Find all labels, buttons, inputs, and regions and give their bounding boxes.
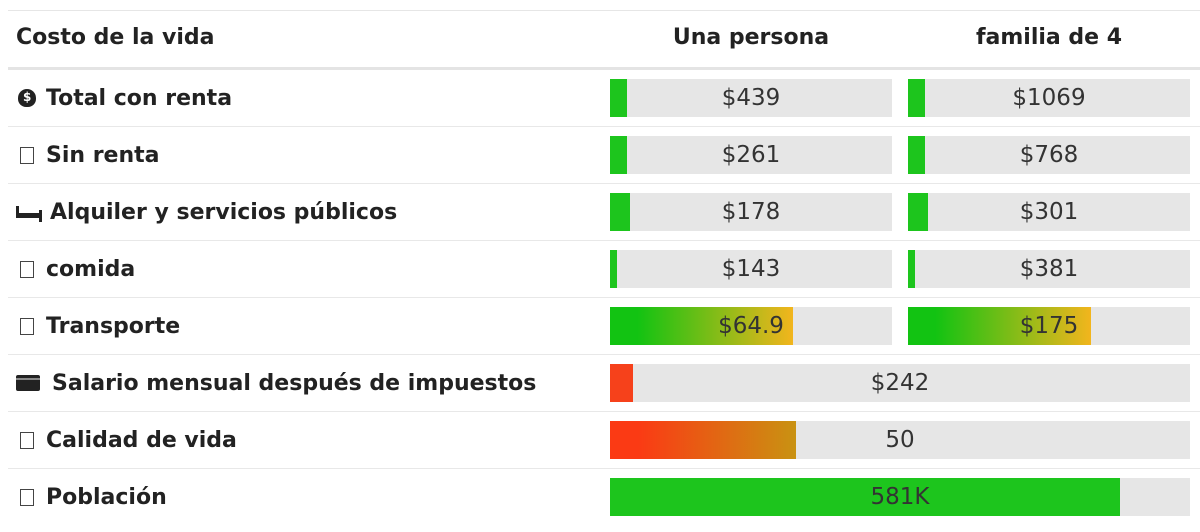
single-person-bar: $261 [610,136,892,174]
single-person-bar-fill [610,250,618,288]
row-label: Población [16,469,167,525]
row-label-text: Población [46,484,167,510]
header-single-person: Una persona [672,25,830,50]
single-person-bar: $439 [610,79,892,117]
row-label-text: Alquiler y servicios públicos [50,199,398,225]
single-person-bar: $64.9 [610,307,892,345]
family-value: $301 [1019,199,1079,225]
family-bar-fill [908,250,916,288]
family-bar-fill [908,193,928,231]
row-total-with-rent: Total con renta $439 $1069 [8,70,1200,127]
row-label: Salario mensual después de impuestos [16,355,536,411]
family-bar-fill [908,79,925,117]
box-icon [20,488,34,506]
header-category: Costo de la vida [16,25,215,50]
family-value: $175 [1019,313,1079,339]
salary-value: $242 [870,370,930,396]
population-value: 581K [870,484,930,510]
population-bar-fill [610,478,1121,516]
family-bar: $301 [908,193,1190,231]
single-person-value: $64.9 [718,313,784,339]
bed-icon [16,206,42,218]
family-bar: $381 [908,250,1190,288]
header-family-of-four: familia de 4 [975,25,1123,50]
row-label-text: Transporte [46,313,181,339]
row-label-text: Salario mensual después de impuestos [52,370,537,396]
row-population: Población 581K [8,469,1200,525]
box-icon [20,317,34,335]
family-bar: $768 [908,136,1190,174]
row-rent-and-utilities: Alquiler y servicios públicos $178 $301 [8,184,1200,241]
salary-bar-fill [610,364,634,402]
row-label: Total con renta [16,70,232,126]
family-value: $1069 [1012,85,1086,111]
single-person-value: $261 [721,142,781,168]
quality-of-life-bar-fill [610,421,796,459]
family-bar: $1069 [908,79,1190,117]
row-label: comida [16,241,135,297]
row-label-text: Sin renta [46,142,160,168]
box-icon [20,260,34,278]
single-person-bar-fill [610,193,630,231]
single-person-bar: $143 [610,250,892,288]
cost-of-living-table: Costo de la vida Una persona familia de … [8,10,1200,525]
row-without-rent: Sin renta $261 $768 [8,127,1200,184]
single-person-bar-fill [610,136,627,174]
row-label-text: Total con renta [46,85,233,111]
salary-bar: $242 [610,364,1190,402]
population-bar: 581K [610,478,1190,516]
box-icon [20,431,34,449]
row-label-text: Calidad de vida [46,427,237,453]
wallet-icon [16,375,40,391]
single-person-bar-fill [610,307,794,345]
family-bar-fill [908,307,1092,345]
single-person-value: $143 [721,256,781,282]
row-transport: Transporte $64.9 $175 [8,298,1200,355]
row-quality-of-life: Calidad de vida 50 [8,412,1200,469]
row-food: comida $143 $381 [8,241,1200,298]
single-person-bar-fill [610,79,627,117]
row-label: Alquiler y servicios públicos [16,184,397,240]
row-label-text: comida [46,256,136,282]
family-bar: $175 [908,307,1190,345]
family-value: $768 [1019,142,1079,168]
quality-of-life-value: 50 [885,427,915,453]
row-label: Transporte [16,298,180,354]
family-bar-fill [908,136,925,174]
row-monthly-salary: Salario mensual después de impuestos $24… [8,355,1200,412]
single-person-value: $178 [721,199,781,225]
row-label: Sin renta [16,127,160,183]
box-icon [20,146,34,164]
table-header: Costo de la vida Una persona familia de … [8,11,1200,70]
row-label: Calidad de vida [16,412,237,468]
money-bag-icon [18,89,36,107]
single-person-bar: $178 [610,193,892,231]
quality-of-life-bar: 50 [610,421,1190,459]
family-value: $381 [1019,256,1079,282]
single-person-value: $439 [721,85,781,111]
